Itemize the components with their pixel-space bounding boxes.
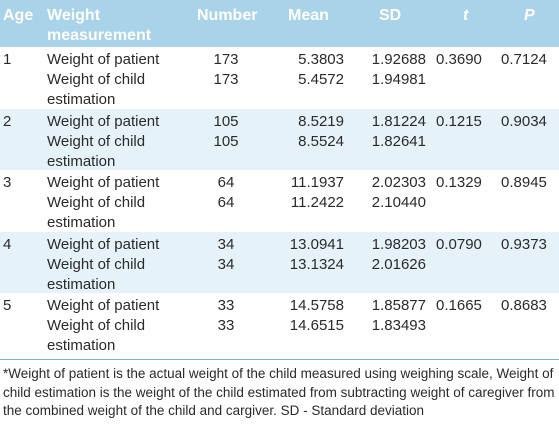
header-mean: Mean: [288, 7, 329, 24]
p-value-cell: 0.7124: [501, 51, 547, 68]
measurement-label: Weight of patient: [47, 235, 160, 253]
t-value-cell: 0.1215: [436, 112, 482, 130]
p-value-cell: 0.9373: [501, 235, 547, 253]
header-sd: SD: [379, 7, 402, 24]
header-weight-line1: Weight: [47, 7, 101, 24]
number-cell: 64: [217, 174, 235, 192]
measurement-label: Weight of child: [47, 255, 146, 273]
table-header: [0, 0, 559, 47]
measurement-label: Weight of child: [47, 317, 146, 335]
sd-cell: 1.81224: [371, 112, 426, 130]
measurement-label: Weight of patient: [47, 174, 160, 192]
sd-cell: 1.94981: [371, 71, 426, 88]
mean-cell: 14.6515: [289, 317, 344, 335]
sd-cell: 1.82641: [371, 132, 426, 150]
mean-cell: 13.1324: [289, 255, 344, 273]
measurement-label-cont: estimation: [47, 91, 116, 108]
table-footnote: *Weight of patient is the actual weight …: [3, 366, 555, 418]
mean-cell: 8.5524: [298, 132, 344, 150]
measurement-label: Weight of child: [47, 132, 146, 150]
measurement-label: Weight of patient: [47, 112, 160, 130]
measurement-label: Weight of patient: [47, 297, 160, 315]
measurement-label-cont: estimation: [47, 214, 116, 232]
sd-cell: 1.98203: [371, 235, 426, 253]
sd-cell: 1.85877: [371, 297, 426, 315]
measurement-label-cont: estimation: [47, 152, 116, 170]
number-cell: 33: [217, 297, 235, 315]
age-cell: 4: [3, 235, 12, 253]
header-weight-line2: measurement: [47, 27, 152, 44]
sd-cell: 2.10440: [371, 194, 426, 212]
age-cell: 5: [3, 297, 12, 315]
sd-cell: 2.01626: [371, 255, 426, 273]
number-cell: 173: [213, 71, 239, 88]
t-value-cell: 0.3690: [436, 51, 482, 68]
p-value-cell: 0.9034: [501, 112, 547, 130]
mean-cell: 14.5758: [289, 297, 344, 315]
sd-cell: 1.83493: [371, 317, 426, 335]
mean-cell: 11.1937: [290, 174, 344, 192]
measurement-label-cont: estimation: [47, 337, 116, 355]
mean-cell: 5.3803: [298, 51, 344, 68]
t-value-cell: 0.0790: [436, 235, 482, 253]
number-cell: 34: [217, 235, 235, 253]
age-cell: 2: [3, 112, 12, 130]
mean-cell: 8.5219: [298, 112, 344, 130]
table-bottom-rule: [0, 359, 559, 360]
mean-cell: 13.0941: [289, 235, 344, 253]
sd-cell: 2.02303: [371, 174, 426, 192]
mean-cell: 11.2422: [290, 194, 344, 212]
number-cell: 105: [213, 112, 239, 130]
t-value-cell: 0.1329: [436, 174, 482, 192]
age-cell: 1: [3, 51, 12, 68]
mean-cell: 5.4572: [298, 71, 344, 88]
number-cell: 105: [213, 132, 239, 150]
number-cell: 64: [217, 194, 235, 212]
header-number: Number: [197, 7, 258, 24]
age-cell: 3: [3, 174, 12, 192]
measurement-label-cont: estimation: [47, 275, 116, 293]
measurement-label: Weight of child: [47, 194, 146, 212]
header-age: Age: [3, 7, 34, 24]
p-value-cell: 0.8945: [501, 174, 547, 192]
number-cell: 173: [213, 51, 239, 68]
measurement-label: Weight of patient: [47, 51, 160, 68]
header-p: P: [524, 7, 535, 24]
age-group-row: [0, 108, 559, 171]
p-value-cell: 0.8683: [501, 297, 547, 315]
number-cell: 33: [217, 317, 235, 335]
age-group-row: [0, 231, 559, 294]
t-value-cell: 0.1665: [436, 297, 482, 315]
header-t: t: [463, 7, 469, 24]
number-cell: 34: [217, 255, 235, 273]
measurement-label: Weight of child: [47, 71, 146, 88]
sd-cell: 1.92688: [371, 51, 426, 68]
